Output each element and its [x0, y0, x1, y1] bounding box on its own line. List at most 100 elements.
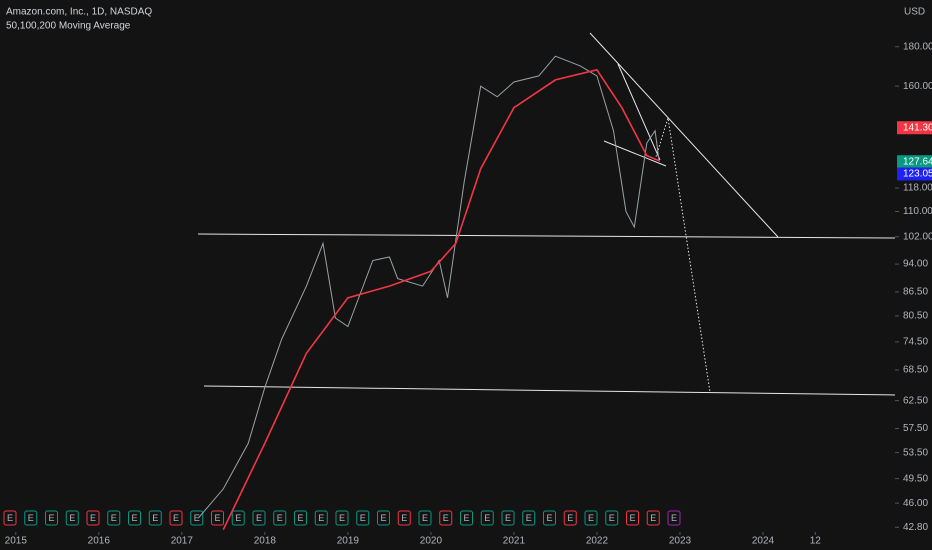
y-tick-label: 102.00	[903, 231, 932, 242]
event-label: E	[671, 513, 677, 523]
price-label: 141.30	[903, 122, 932, 133]
event-label: E	[111, 513, 117, 523]
trend-line	[617, 63, 661, 161]
event-label: E	[277, 513, 283, 523]
event-marker	[563, 510, 577, 526]
event-label: E	[318, 513, 324, 523]
event-label: E	[505, 513, 511, 523]
chart-title: Amazon.com, Inc., 1D, NASDAQ	[6, 7, 152, 18]
event-label: E	[422, 513, 428, 523]
x-tick-label: 2019	[337, 536, 360, 547]
event-label: E	[297, 513, 303, 523]
event-marker	[626, 510, 639, 526]
x-tick-label: 2023	[669, 536, 692, 547]
event-label: E	[401, 513, 407, 523]
event-marker	[543, 510, 556, 526]
x-tick-label: 2024	[752, 536, 775, 547]
price-label-box	[897, 121, 932, 135]
y-tick-label: 46.00	[903, 498, 928, 509]
event-marker	[646, 510, 660, 526]
event-marker	[252, 510, 266, 526]
y-tick-label: 94.00	[903, 259, 928, 270]
event-label: E	[214, 513, 220, 523]
series-line	[198, 55, 660, 519]
chart-subtitle: 50,100,200 Moving Average	[6, 21, 131, 32]
event-marker	[335, 510, 349, 526]
event-label: E	[629, 513, 635, 523]
x-tick-label: 2020	[420, 536, 443, 547]
series-line	[222, 68, 660, 530]
event-label: E	[443, 513, 449, 523]
event-marker	[107, 510, 121, 526]
price-label-box	[897, 167, 932, 181]
price-label: 127.64	[903, 156, 932, 167]
projection	[654, 117, 711, 393]
y-tick-label: 62.50	[903, 395, 928, 406]
event-marker	[24, 510, 38, 526]
x-tick-label: 2017	[171, 536, 194, 547]
event-marker	[522, 510, 536, 526]
event-label: E	[152, 513, 158, 523]
event-marker	[273, 510, 287, 526]
event-label: E	[380, 513, 386, 523]
event-label: E	[609, 513, 615, 523]
event-marker	[667, 510, 681, 526]
support-line	[197, 233, 896, 239]
event-marker	[86, 510, 100, 526]
event-marker	[605, 510, 619, 526]
event-marker	[480, 510, 494, 526]
event-label: E	[28, 513, 34, 523]
x-tick-label: 2021	[503, 536, 526, 547]
event-marker	[377, 510, 390, 526]
event-label: E	[90, 513, 96, 523]
event-label: E	[546, 513, 552, 523]
event-label: E	[650, 513, 656, 523]
event-label: E	[48, 513, 54, 523]
y-tick-label: 118.00	[903, 183, 932, 194]
event-marker	[439, 510, 453, 526]
x-tick-label: 2022	[586, 536, 609, 547]
event-label: E	[463, 513, 469, 523]
x-tick-label: 2018	[254, 536, 277, 547]
event-marker	[45, 510, 58, 526]
x-tick-label: 2016	[88, 536, 111, 547]
y-tick-label: 80.50	[903, 311, 928, 322]
y-tick-label: 110.00	[903, 206, 932, 217]
event-marker	[3, 510, 17, 526]
y-tick-label: 180.00	[903, 41, 932, 52]
event-label: E	[526, 513, 532, 523]
x-tick-label: 12	[810, 536, 822, 547]
event-label: E	[194, 513, 200, 523]
event-label: E	[484, 513, 490, 523]
y-tick-label: 42.80	[903, 522, 928, 533]
event-label: E	[7, 513, 13, 523]
event-label: E	[256, 513, 262, 523]
y-tick-label: 53.50	[903, 447, 928, 458]
y-tick-label: 86.50	[903, 287, 928, 298]
y-tick-label: 74.50	[903, 337, 928, 348]
event-marker	[418, 510, 432, 526]
trend-line	[589, 32, 779, 238]
price-label-box	[897, 155, 932, 169]
event-marker	[231, 510, 245, 526]
event-label: E	[339, 513, 345, 523]
event-label: E	[173, 513, 179, 523]
event-label: E	[360, 513, 366, 523]
event-marker	[169, 510, 183, 526]
event-marker	[294, 510, 307, 526]
event-marker	[460, 510, 473, 526]
event-marker	[356, 510, 370, 526]
y-tick-label: 160.00	[903, 81, 932, 92]
x-tick-label: 2015	[5, 536, 28, 547]
event-label: E	[131, 513, 137, 523]
y-tick-label: 49.50	[903, 473, 928, 484]
event-label: E	[588, 513, 594, 523]
event-marker	[148, 510, 162, 526]
price-label: 123.05	[903, 169, 932, 180]
support-line	[203, 385, 896, 396]
event-marker	[584, 510, 598, 526]
drawings	[197, 32, 896, 396]
